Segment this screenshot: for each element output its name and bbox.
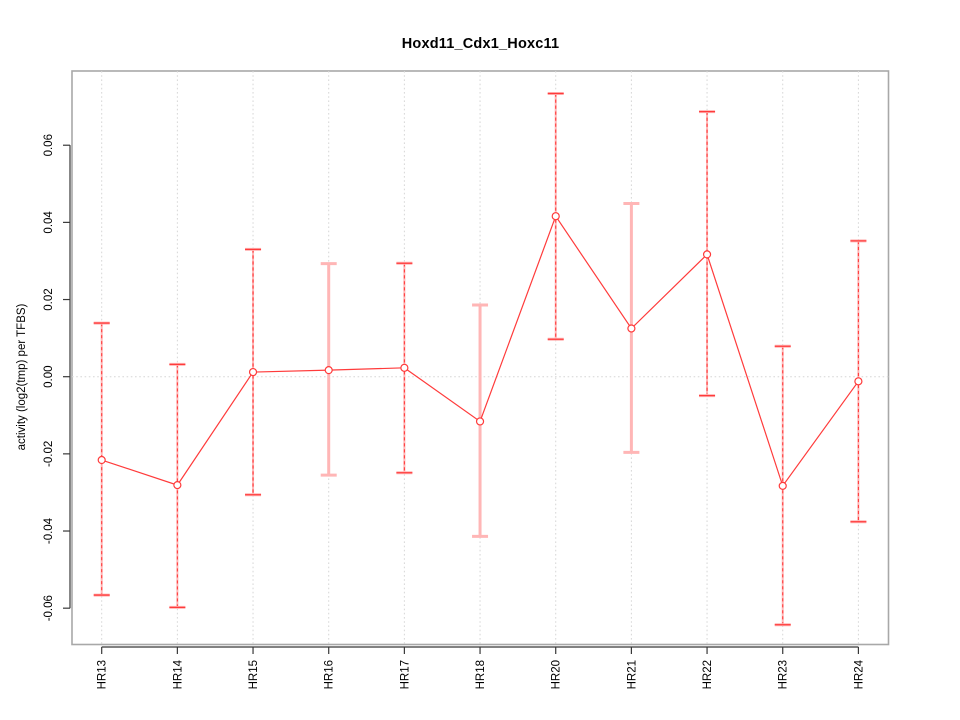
x-tick-label-hr18: HR18 [475, 660, 487, 689]
data-point-hr22 [702, 250, 712, 259]
y-tick-label: 0.04 [43, 211, 55, 234]
x-tick-label-hr23: HR23 [778, 660, 790, 689]
data-point-hr24 [854, 377, 863, 386]
y-tick-label: 0.06 [43, 134, 55, 156]
y-tick-label: -0.02 [43, 441, 55, 467]
x-tick-label-hr17: HR17 [399, 660, 411, 689]
data-point-hr18 [475, 417, 485, 426]
data-point-hr17 [400, 363, 409, 372]
x-tick-label-hr21: HR21 [626, 660, 638, 689]
data-point-hr13 [97, 455, 106, 465]
data-point-hr20 [551, 212, 560, 221]
y-tick-label: -0.06 [43, 595, 55, 621]
x-tick-label-hr16: HR16 [324, 660, 336, 689]
x-tick-label-hr14: HR14 [172, 659, 184, 689]
x-tick-label-hr13: HR13 [97, 660, 109, 689]
y-tick-label: -0.04 [43, 517, 55, 544]
data-point-hr15 [248, 367, 258, 377]
data-point-hr14 [173, 481, 182, 490]
x-tick-label-hr20: HR20 [551, 660, 563, 689]
y-tick-label: 0.00 [43, 366, 55, 388]
data-point-hr21 [627, 324, 636, 333]
x-tick-label-hr15: HR15 [248, 660, 260, 689]
chart-title: Hoxd11_Cdx1_Hoxc11 [401, 36, 560, 52]
data-point-hr16 [324, 366, 333, 375]
x-tick-label-hr24: HR24 [853, 659, 865, 689]
data-point-hr23 [778, 481, 787, 490]
x-tick-label-hr22: HR22 [702, 660, 714, 689]
y-tick-label: 0.02 [43, 288, 55, 310]
